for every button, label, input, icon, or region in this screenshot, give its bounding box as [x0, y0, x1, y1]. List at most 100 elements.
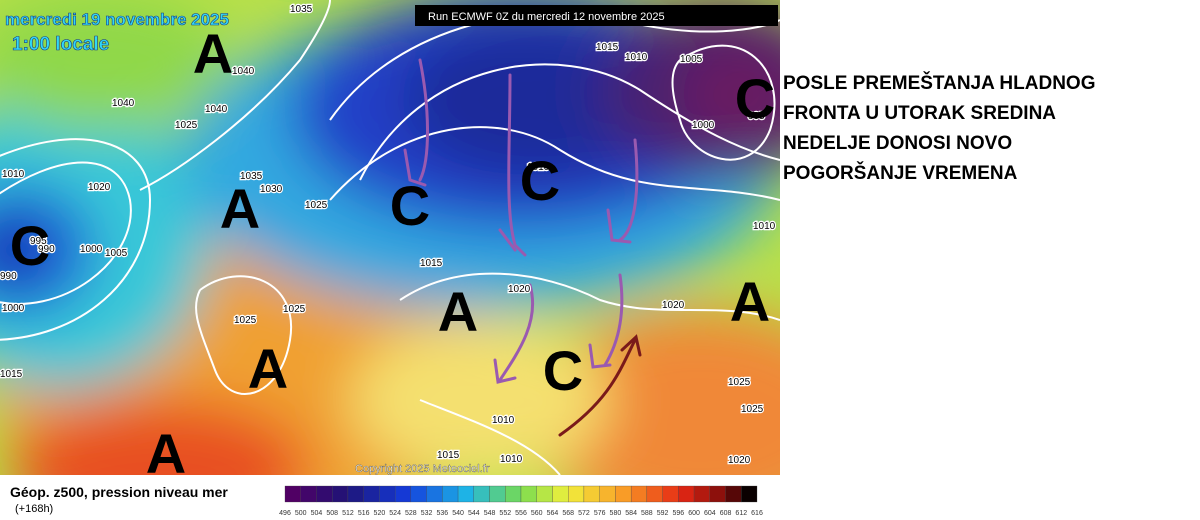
isobar-label: 1020	[508, 284, 531, 295]
scale-cell	[536, 485, 553, 503]
geopotential-field	[0, 0, 780, 475]
isobar	[671, 44, 776, 161]
scale-label: 504	[311, 510, 323, 517]
map: 1035 1040 1040 1040 1025 1010 1020 1035 1030 1025…	[0, 0, 780, 485]
scale-label: 532	[421, 510, 433, 517]
scale-cell	[284, 485, 301, 503]
arrow	[606, 138, 639, 244]
scale-label: 496	[279, 510, 291, 517]
scale-cell	[457, 485, 474, 503]
scale-label: 596	[672, 510, 684, 517]
isobar-label: 1000	[80, 244, 103, 255]
isobar-label: 1025	[305, 200, 328, 211]
scale-label: 576	[594, 510, 606, 517]
scale-label: 512	[342, 510, 354, 517]
pressure-center: A	[248, 337, 288, 400]
arrow	[558, 334, 642, 437]
local-time: 1:00 locale	[12, 34, 109, 55]
annotation-arrows	[403, 58, 642, 437]
scale-cell	[520, 485, 537, 503]
scale-cell	[300, 485, 317, 503]
isobar	[194, 275, 293, 395]
scale-cell	[410, 485, 427, 503]
pressure-center: A	[220, 177, 260, 240]
isobar-label: 1010	[527, 162, 550, 173]
scale-label: 516	[358, 510, 370, 517]
scale-cell	[489, 485, 506, 503]
isobar-label: 1025	[741, 404, 764, 415]
isobar-label: 990	[0, 271, 17, 282]
isobar-label: 1020	[662, 300, 685, 311]
pressure-center: A	[193, 22, 233, 85]
isobar-label: 1015	[0, 369, 23, 380]
isobar-label: 1005	[680, 54, 703, 65]
scale-cell	[442, 485, 459, 503]
isobar-label: 1040	[112, 98, 135, 109]
scale-label: 556	[515, 510, 527, 517]
isobar-label: 1035	[290, 4, 313, 15]
pressure-center: C	[543, 339, 583, 402]
scale-label: 568	[562, 510, 574, 517]
scale-cell	[363, 485, 380, 503]
isobar	[419, 399, 561, 475]
scale-cell	[709, 485, 726, 503]
isobar-label: 995	[30, 236, 47, 247]
isobar-label: 1005	[105, 248, 128, 259]
scale-cell	[678, 485, 695, 503]
scale-cell	[646, 485, 663, 503]
isobar-labels: 1035 1040 1040 1040 1025 1010 1020 1035 1030 1025…	[0, 3, 777, 468]
isobar-label: 1030	[260, 184, 283, 195]
isobar-label: 1025	[283, 304, 306, 315]
scale-cell	[379, 485, 396, 503]
scale-cell	[615, 485, 632, 503]
scale-label: 592	[657, 510, 669, 517]
annotation-line: NEDELJE DONOSI NOVO	[783, 133, 1012, 154]
annotation-line: FRONTA U UTORAK SREDINA	[783, 103, 1056, 124]
scale-label: 560	[531, 510, 543, 517]
scale-label: 600	[688, 510, 700, 517]
isobar-label: 1015	[596, 42, 619, 53]
scale-label: 584	[625, 510, 637, 517]
scale-cell	[505, 485, 522, 503]
isobar-label: 1025	[728, 377, 751, 388]
pressure-center: A	[146, 422, 186, 485]
isobar-label: 1015	[420, 258, 443, 269]
pressure-center: A	[438, 280, 478, 343]
pressure-center: C	[390, 174, 430, 237]
scale-cell	[630, 485, 648, 503]
isobar-label: 1010	[753, 221, 776, 232]
scale-label: 604	[704, 510, 716, 517]
scale-cell	[394, 485, 412, 503]
scale-label: 528	[405, 510, 417, 517]
scale-label: 548	[484, 510, 496, 517]
scale-label: 588	[641, 510, 653, 517]
isobar-label: 990	[38, 244, 55, 255]
scale-label: 572	[578, 510, 590, 517]
scale-cell	[552, 485, 569, 503]
scale-label: 552	[499, 510, 511, 517]
isobar-label: 1010	[2, 169, 25, 180]
scale-label: 508	[326, 510, 338, 517]
arrow	[588, 273, 624, 369]
pressure-center: C	[520, 149, 560, 212]
isobar-label: 1025	[234, 315, 257, 326]
scale-label: 524	[389, 510, 401, 517]
lead-time: (+168h)	[15, 503, 53, 515]
legend-title: Géop. z500, pression niveau mer	[10, 484, 228, 500]
isobar-label: 1020	[88, 182, 111, 193]
scale-cell	[693, 485, 710, 503]
scale-label: 540	[452, 510, 464, 517]
scale-cell	[316, 485, 333, 503]
isobar-label: 1020	[728, 455, 751, 466]
scale-label: 612	[735, 510, 747, 517]
scale-label: 520	[374, 510, 386, 517]
isobar-label: 1040	[205, 104, 228, 115]
run-info: Run ECMWF 0Z du mercredi 12 novembre 202…	[428, 11, 665, 23]
scale-label: 500	[295, 510, 307, 517]
isobar-label: 1000	[692, 120, 715, 131]
isobar-label: 1010	[625, 52, 648, 63]
scale-cell	[599, 485, 616, 503]
scale-label: 544	[468, 510, 480, 517]
